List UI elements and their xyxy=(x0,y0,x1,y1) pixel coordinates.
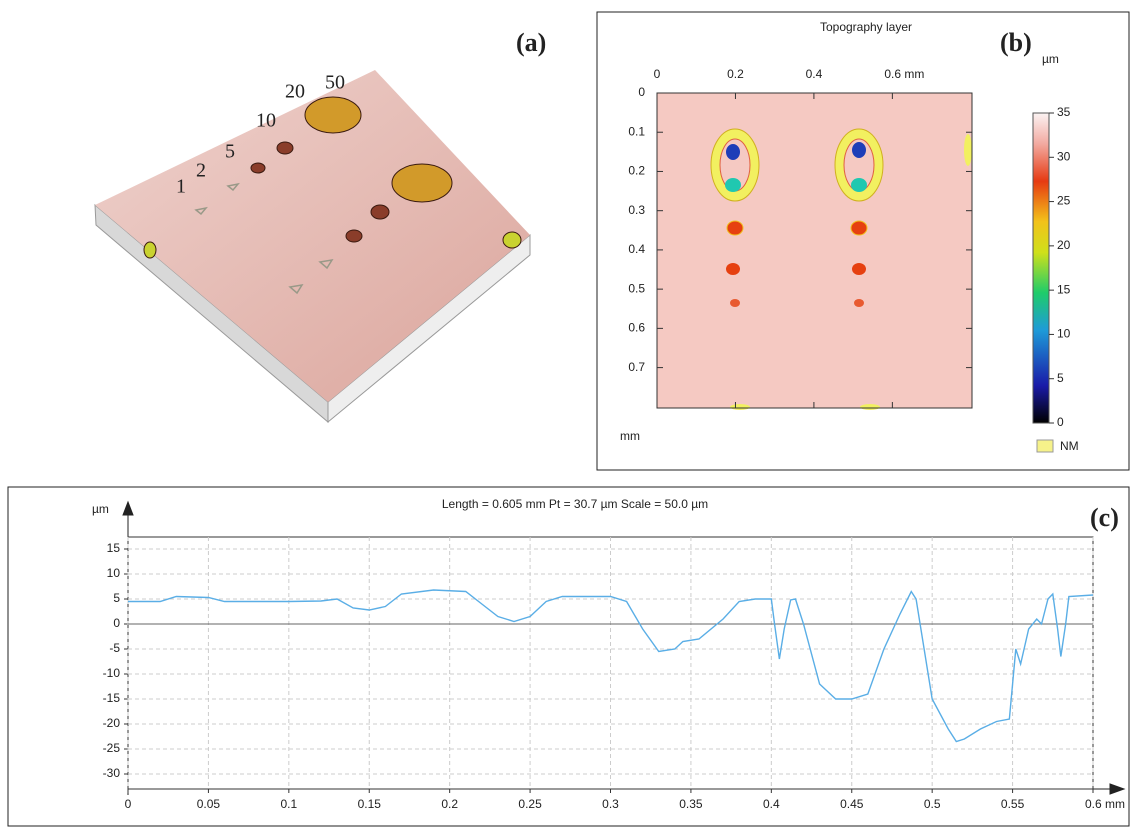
x-tick-label: 0.45 xyxy=(840,797,864,811)
panel-label: (c) xyxy=(1090,503,1119,532)
profile-line xyxy=(128,589,1094,743)
indent-label: 2 xyxy=(196,160,206,182)
colorbar xyxy=(1032,112,1050,424)
y-tick-label: 15 xyxy=(107,541,121,555)
y-axis-label: µm xyxy=(92,502,109,516)
panel-frame xyxy=(7,486,1130,827)
indent-label: 20 xyxy=(285,81,305,103)
x-tick-label: 0.1 xyxy=(280,797,297,811)
colorbar-tick-label: 25 xyxy=(1057,194,1071,208)
topography-image xyxy=(657,93,972,408)
y-tick-label: 0.7 xyxy=(628,360,645,374)
y-unit: mm xyxy=(620,429,640,443)
y-tick-label: 0.2 xyxy=(628,164,645,178)
indent-label: 1 xyxy=(176,176,186,198)
y-tick-label: 10 xyxy=(107,566,121,580)
y-tick-label: 0 xyxy=(638,85,645,99)
colorbar-tick-label: 5 xyxy=(1057,371,1064,385)
axis-arrows xyxy=(122,500,1126,795)
y-tick-label: 0.1 xyxy=(628,124,645,138)
x-tick-label: 0 xyxy=(654,67,661,81)
indent-label: 5 xyxy=(225,141,235,163)
nm-swatch xyxy=(1036,439,1054,453)
x-tick-label: 0.5 xyxy=(924,797,941,811)
x-tick-label: 0.2 xyxy=(727,67,744,81)
y-tick-label: 0.6 xyxy=(628,321,645,335)
chart-title: Length = 0.605 mm Pt = 30.7 µm Scale = 5… xyxy=(442,497,708,511)
x-tick-label: 0.2 xyxy=(441,797,458,811)
x-tick-label: 0.4 xyxy=(763,797,780,811)
x-tick-label: 0 xyxy=(125,797,132,811)
y-tick-label: 0.3 xyxy=(628,203,645,217)
topography-features xyxy=(710,128,972,410)
legend-label: NM xyxy=(1060,439,1079,453)
y-tick-label: -10 xyxy=(103,666,121,680)
y-tick-label: 0.5 xyxy=(628,281,645,295)
colorbar-tick-label: 10 xyxy=(1057,327,1071,341)
colorbar-tick-label: 15 xyxy=(1057,282,1071,296)
x-tick-label: 0.6 mm xyxy=(1085,797,1125,811)
x-tick-label: 0.6 mm xyxy=(884,67,924,81)
x-tick-label: 0.3 xyxy=(602,797,619,811)
plot-frame xyxy=(656,92,973,409)
y-tick-label: -25 xyxy=(103,741,121,755)
panel-a xyxy=(94,70,531,424)
x-tick-label: 0.35 xyxy=(679,797,703,811)
y-tick-label: -5 xyxy=(109,641,120,655)
panel-label: (b) xyxy=(1000,28,1032,57)
panel-label: (a) xyxy=(516,28,546,57)
colorbar-tick-label: 35 xyxy=(1057,105,1071,119)
chart-title: Topography layer xyxy=(820,20,912,34)
colorbar-tick-label: 0 xyxy=(1057,415,1064,429)
colorbar-tick-label: 20 xyxy=(1057,238,1071,252)
y-tick-label: 5 xyxy=(113,591,120,605)
indent-label: 10 xyxy=(256,110,276,132)
indent-label: 50 xyxy=(325,72,345,94)
x-tick-label: 0.4 xyxy=(806,67,823,81)
x-tick-label: 0.15 xyxy=(358,797,382,811)
x-tick-label: 0.55 xyxy=(1001,797,1025,811)
colorbar-tick-label: 30 xyxy=(1057,149,1071,163)
y-tick-label: -15 xyxy=(103,691,121,705)
y-tick-label: -30 xyxy=(103,766,121,780)
panel-frame xyxy=(596,11,1130,471)
y-tick-label: 0 xyxy=(113,616,120,630)
x-tick-label: 0.05 xyxy=(197,797,221,811)
colorbar-label: µm xyxy=(1042,52,1059,66)
y-tick-label: 0.4 xyxy=(628,242,645,256)
x-tick-label: 0.25 xyxy=(518,797,542,811)
y-tick-label: -20 xyxy=(103,716,121,730)
